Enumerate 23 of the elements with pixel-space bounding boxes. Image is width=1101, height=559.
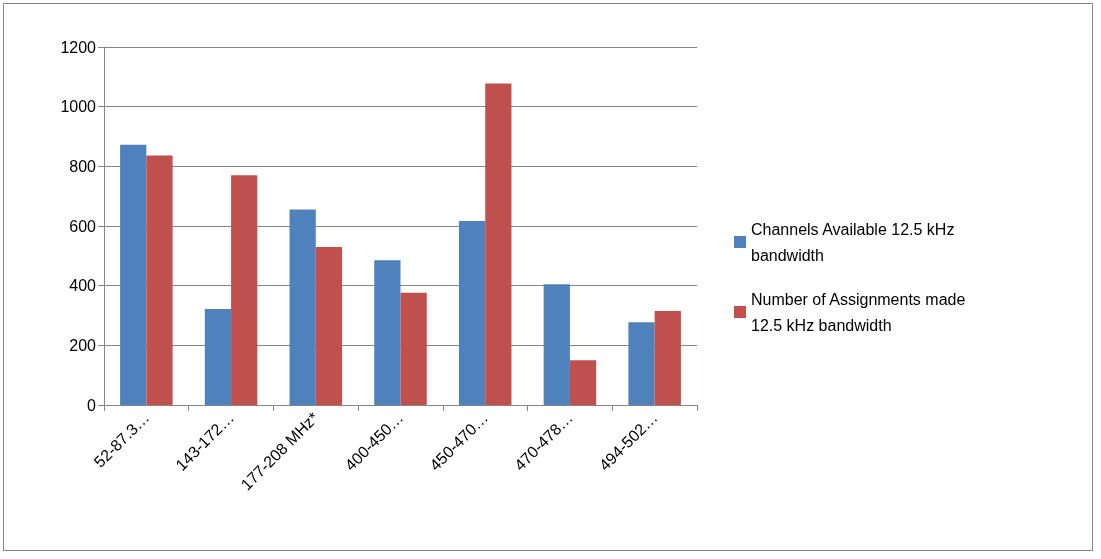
bar bbox=[374, 260, 401, 405]
bar bbox=[543, 284, 570, 405]
y-tick-label: 600 bbox=[69, 217, 97, 235]
bar bbox=[146, 155, 173, 405]
y-tick-label: 0 bbox=[87, 396, 97, 414]
y-tick-label: 1200 bbox=[60, 38, 97, 56]
bar bbox=[120, 144, 147, 405]
bar bbox=[569, 360, 597, 405]
bar bbox=[400, 292, 427, 405]
legend-label: Number of Assignments made 12.5 kHz bandwidth bbox=[751, 290, 970, 334]
bar bbox=[485, 83, 512, 405]
bar bbox=[458, 220, 486, 405]
bar bbox=[231, 175, 258, 405]
y-tick-label: 1000 bbox=[60, 98, 97, 116]
bar bbox=[628, 322, 655, 405]
y-tick-label: 200 bbox=[69, 336, 97, 354]
bar bbox=[654, 311, 681, 405]
y-tick-label: 800 bbox=[69, 157, 97, 175]
bar bbox=[204, 308, 232, 405]
legend-label: Channels Available 12.5 kHz bandwidth bbox=[751, 220, 959, 264]
bar bbox=[315, 246, 343, 405]
bar bbox=[289, 209, 316, 405]
y-tick-label: 400 bbox=[69, 277, 97, 295]
